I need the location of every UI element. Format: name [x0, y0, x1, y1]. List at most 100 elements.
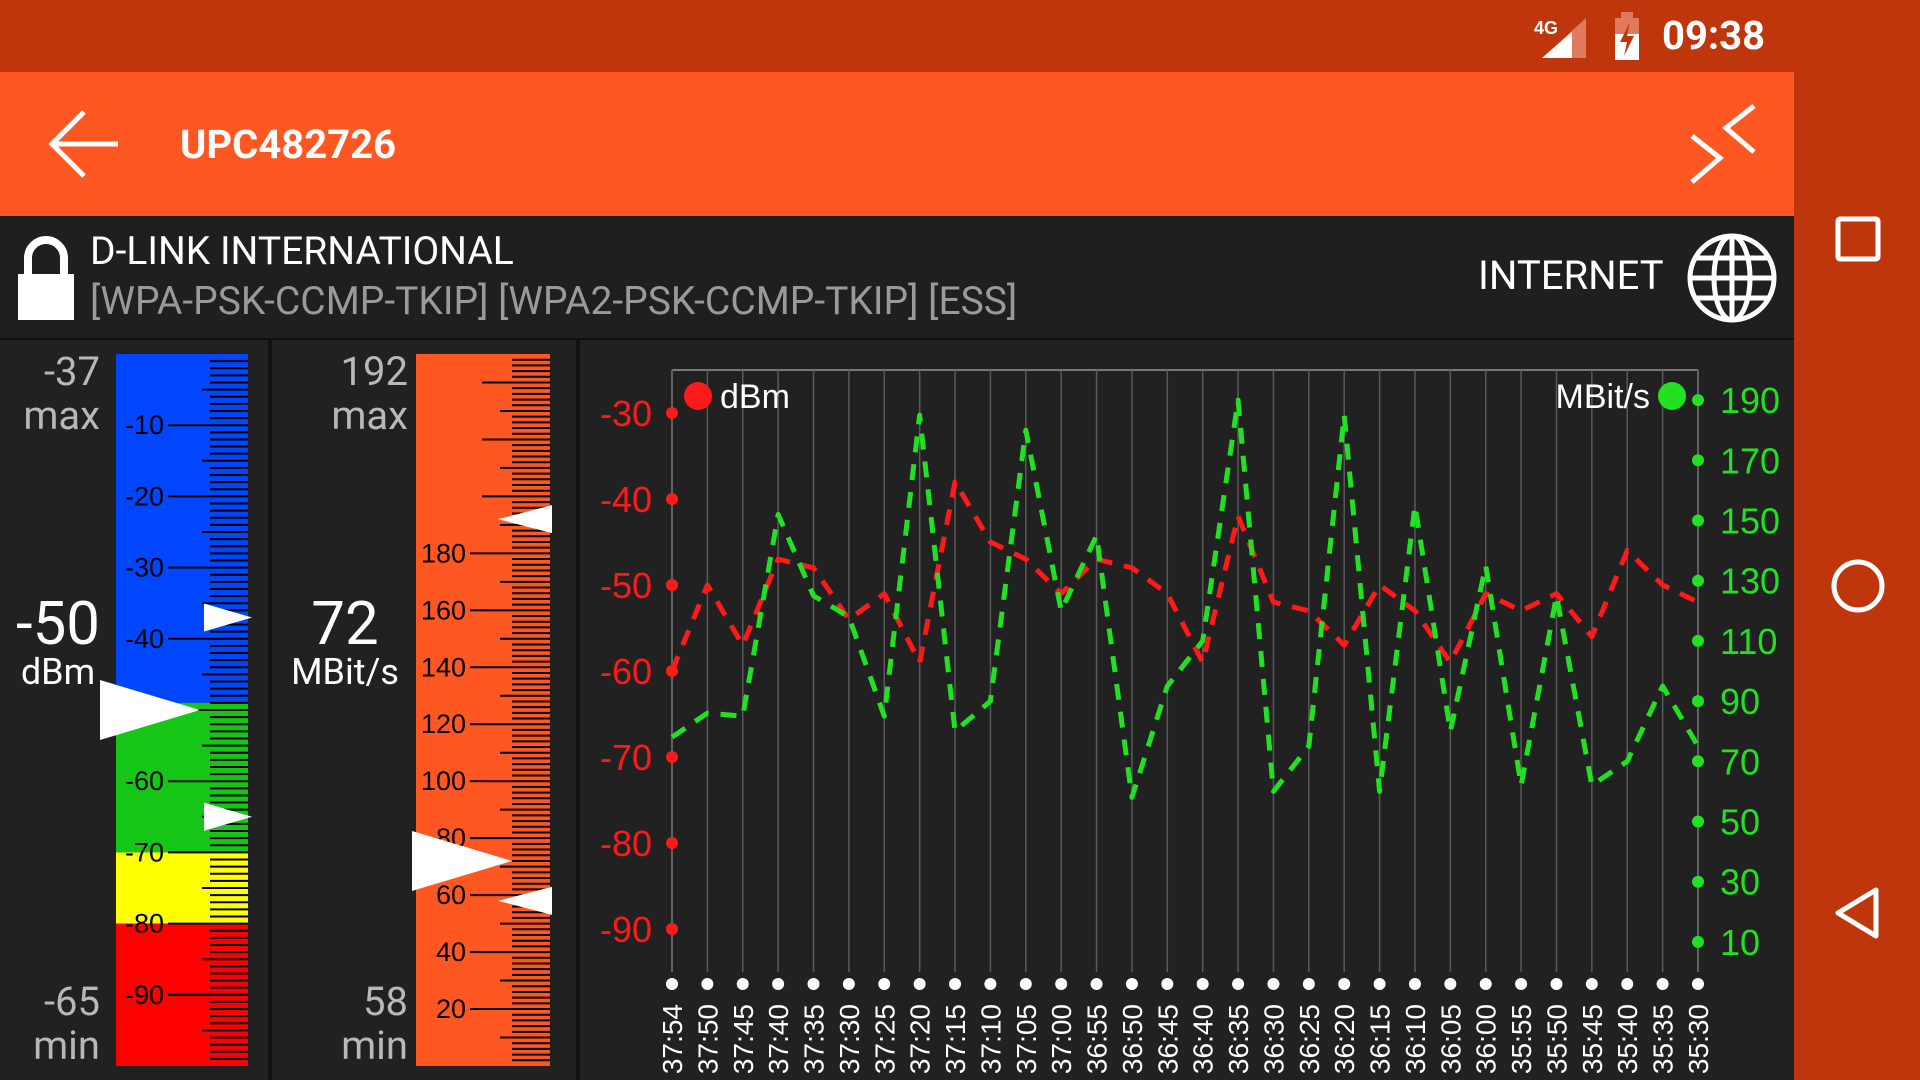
- speed-scale-label: 100: [421, 766, 466, 796]
- left-axis-label: -80: [600, 823, 652, 864]
- right-axis-dot: [1692, 935, 1704, 948]
- signal-gauge: -10-20-30-40-50-60-70-80-90: [100, 354, 252, 1066]
- history-chart: -30 -40 -50 -60 -70 -80 -90 190 170 150 130 110 90 70…: [600, 369, 1780, 1074]
- status-bar: 4G 09:38: [0, 0, 1920, 72]
- x-axis-dot: [1267, 978, 1280, 990]
- x-axis-label: 37:20: [905, 1004, 936, 1074]
- x-axis-dot: [1019, 978, 1032, 990]
- x-axis-dot: [1196, 978, 1209, 990]
- left-axis-label: -60: [600, 651, 652, 692]
- x-axis-dot: [772, 978, 785, 990]
- speed-scale-label: 60: [436, 880, 466, 910]
- x-axis-label: 36:35: [1223, 1004, 1254, 1074]
- x-axis-label: 37:40: [763, 1004, 794, 1074]
- x-axis-label: 36:40: [1188, 1004, 1219, 1074]
- signal-max-label: max: [23, 392, 100, 439]
- x-axis-label: 37:00: [1046, 1004, 1077, 1074]
- home-button[interactable]: [1830, 558, 1886, 614]
- x-axis-dot: [1692, 978, 1704, 990]
- x-axis-dot: [1302, 978, 1315, 990]
- back-button[interactable]: [46, 108, 122, 180]
- signal-unit: dBm: [20, 651, 96, 693]
- x-axis-dot: [1621, 978, 1634, 990]
- right-axis-dot: [1692, 634, 1704, 647]
- x-axis-label: 36:00: [1471, 1004, 1502, 1074]
- legend-dbm-dot: [684, 382, 712, 410]
- x-axis-dot: [666, 978, 678, 990]
- right-axis-label: 50: [1720, 802, 1760, 843]
- x-axis-dot: [1479, 978, 1492, 990]
- speed-scale-label: 160: [421, 595, 466, 625]
- speed-panel: 192 max 72 MBit/s 58 min 20 40 60 80 100 120 1…: [272, 340, 576, 1080]
- right-axis-label: 190: [1720, 380, 1780, 421]
- x-axis-label: 37:10: [975, 1004, 1006, 1074]
- x-axis-dot: [949, 978, 962, 990]
- signal-scale-label: -80: [125, 909, 164, 939]
- x-axis-dot: [1656, 978, 1669, 990]
- speed-current-marker: [412, 830, 512, 891]
- speed-unit: MBit/s: [291, 651, 399, 693]
- x-axis-dot: [1055, 978, 1068, 990]
- x-axis-label: 37:45: [728, 1004, 759, 1074]
- x-axis-label: 35:55: [1506, 1004, 1537, 1074]
- dbm-series-line: [669, 479, 1700, 672]
- x-axis-dot: [842, 978, 855, 990]
- right-axis-label: 10: [1720, 922, 1760, 963]
- x-axis-dot: [1373, 978, 1386, 990]
- network-type-label: 4G: [1534, 18, 1558, 38]
- back-nav-button[interactable]: [1832, 886, 1882, 940]
- x-axis-dot: [1090, 978, 1103, 990]
- right-axis-label: 150: [1720, 501, 1780, 542]
- left-axis-label: -70: [600, 737, 652, 778]
- signal-scale-label: -20: [125, 481, 164, 511]
- x-axis-label: 37:35: [799, 1004, 830, 1074]
- x-axis-label: 36:15: [1365, 1004, 1396, 1074]
- x-axis-label: 35:40: [1612, 1004, 1643, 1074]
- app-bar: UPC482726: [0, 72, 1794, 216]
- left-axis-label: -40: [600, 479, 652, 520]
- compress-button[interactable]: [1688, 102, 1758, 186]
- speed-scale-label: 120: [421, 709, 466, 739]
- clock: 09:38: [1662, 12, 1766, 59]
- lock-icon: [18, 236, 74, 320]
- battery-charging-icon: [1615, 12, 1639, 60]
- x-axis-dot: [1125, 978, 1138, 990]
- x-axis-dot: [701, 978, 714, 990]
- right-axis-label: 90: [1720, 681, 1760, 722]
- x-axis-label: 37:25: [869, 1004, 900, 1074]
- page-title: UPC482726: [180, 121, 397, 168]
- panel-divider: [268, 340, 272, 1080]
- right-axis-dot: [1692, 875, 1704, 888]
- x-axis-label: 36:25: [1294, 1004, 1325, 1074]
- signal-max-marker: [204, 603, 252, 632]
- right-axis-dot: [1692, 815, 1704, 828]
- x-axis-label: 36:55: [1082, 1004, 1113, 1074]
- x-axis-label: 35:50: [1541, 1004, 1572, 1074]
- left-axis-dot: [666, 923, 678, 935]
- speed-scale-label: 140: [421, 652, 466, 682]
- x-axis-label: 37:54: [657, 1004, 688, 1074]
- x-axis-label: 36:20: [1329, 1004, 1360, 1074]
- signal-scale-label: -60: [125, 766, 164, 796]
- speed-scale-label: 20: [436, 994, 466, 1024]
- signal-scale-label: -30: [125, 553, 164, 583]
- x-axis-dot: [1515, 978, 1528, 990]
- signal-panel: -37 max -50 dBm -65 min -10-20-30-40-50-…: [0, 340, 268, 1080]
- x-axis-dot: [1232, 978, 1245, 990]
- signal-scale-label: -70: [125, 837, 164, 867]
- signal-icon: 4G: [1534, 18, 1586, 58]
- x-axis-dot: [1338, 978, 1351, 990]
- left-axis-dot: [666, 751, 678, 763]
- right-axis-dot: [1692, 755, 1704, 768]
- recents-button[interactable]: [1835, 216, 1881, 262]
- right-axis-dot: [1692, 574, 1704, 587]
- speed-min-label: min: [341, 1022, 408, 1069]
- right-axis-dot: [1692, 454, 1704, 467]
- panel-divider: [576, 340, 580, 1080]
- left-axis-dot: [666, 579, 678, 591]
- left-axis-dot: [666, 407, 678, 419]
- compress-arrows-icon: [1690, 104, 1756, 184]
- speed-max-label: max: [331, 392, 408, 439]
- legend-mbits-label: MBit/s: [1556, 378, 1650, 416]
